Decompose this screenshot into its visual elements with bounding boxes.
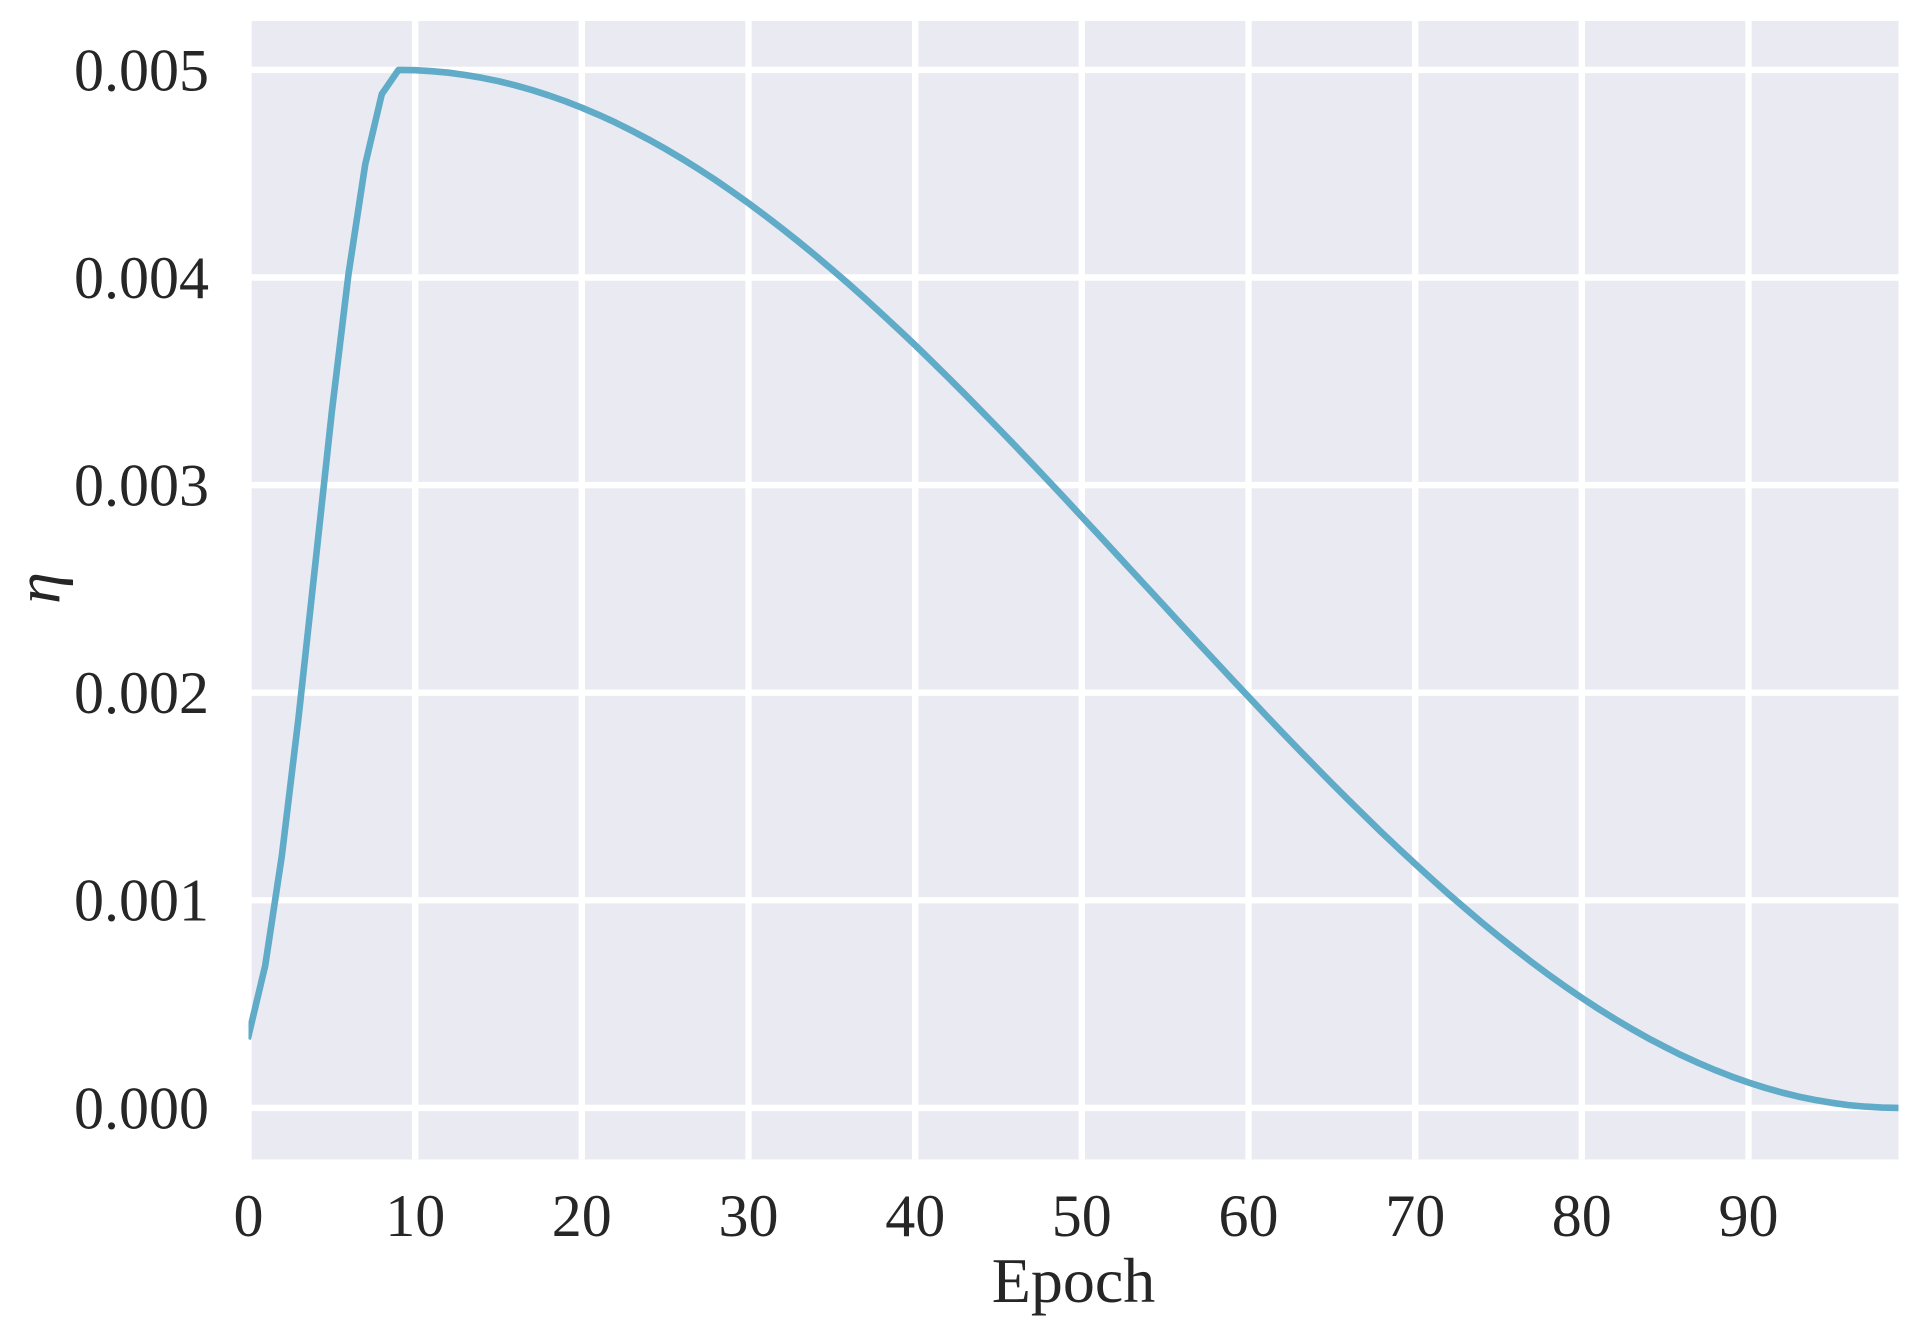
svg-text:0: 0 bbox=[234, 1183, 264, 1249]
svg-text:0.005: 0.005 bbox=[74, 37, 209, 103]
svg-text:0.004: 0.004 bbox=[74, 245, 209, 311]
svg-text:80: 80 bbox=[1552, 1183, 1612, 1249]
svg-text:Epoch: Epoch bbox=[992, 1245, 1156, 1316]
svg-text:0.003: 0.003 bbox=[74, 453, 209, 519]
svg-text:0.001: 0.001 bbox=[74, 868, 209, 934]
svg-text:60: 60 bbox=[1219, 1183, 1279, 1249]
svg-text:0.002: 0.002 bbox=[74, 660, 209, 726]
svg-text:20: 20 bbox=[552, 1183, 612, 1249]
svg-text:90: 90 bbox=[1719, 1183, 1779, 1249]
svg-text:70: 70 bbox=[1385, 1183, 1445, 1249]
svg-text:30: 30 bbox=[719, 1183, 779, 1249]
svg-text:η: η bbox=[3, 572, 74, 604]
svg-text:0.000: 0.000 bbox=[74, 1075, 209, 1141]
svg-text:50: 50 bbox=[1052, 1183, 1112, 1249]
svg-text:10: 10 bbox=[385, 1183, 445, 1249]
svg-text:40: 40 bbox=[885, 1183, 945, 1249]
